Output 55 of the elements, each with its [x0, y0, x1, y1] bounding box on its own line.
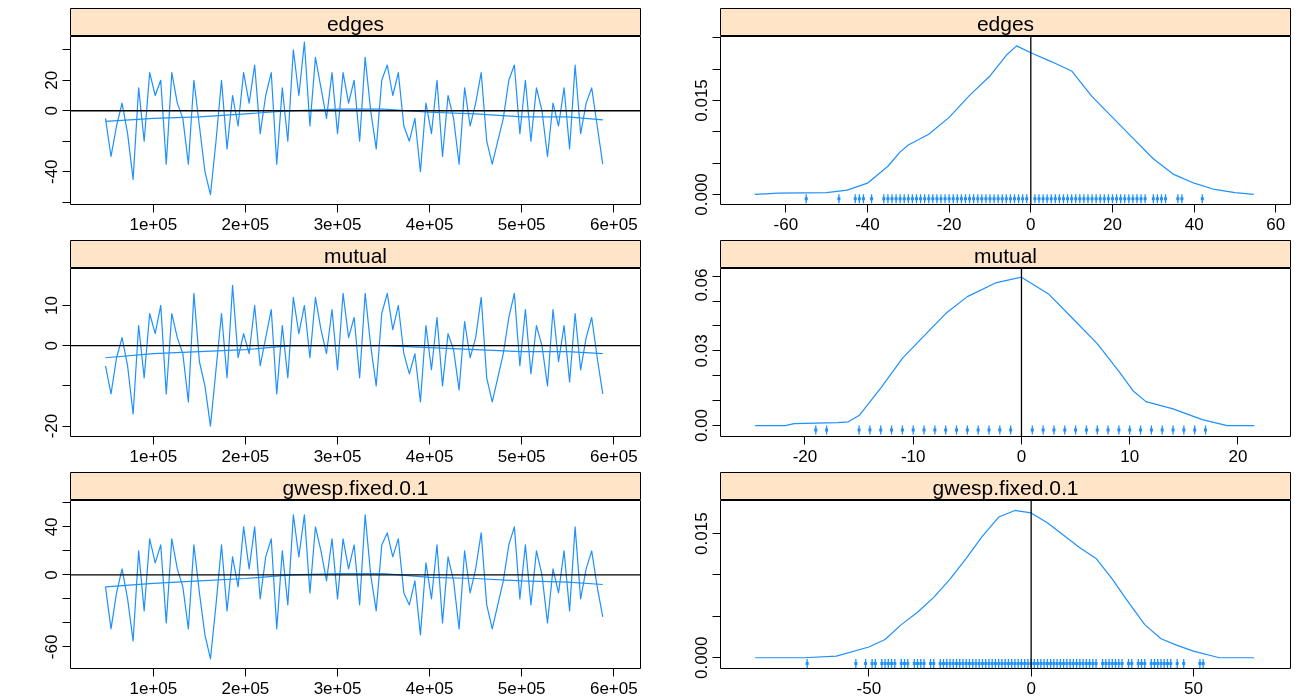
chart-title: edges: [976, 12, 1035, 36]
x-tick-label: 3e+05: [313, 214, 362, 234]
x-tick-label: -20: [936, 214, 962, 234]
x-tick-label: 4e+05: [405, 214, 454, 234]
x-tick-label: 2e+05: [221, 678, 270, 696]
x-tick-label: 2e+05: [221, 214, 270, 234]
chart-title: gwesp.fixed.0.1: [282, 476, 429, 500]
x-tick-label: 60: [1266, 214, 1286, 234]
y-tick-label: 0.03: [692, 334, 712, 368]
x-tick-label: 1e+05: [129, 214, 178, 234]
chart-title: mutual: [323, 244, 388, 268]
y-tick-label: 0: [42, 570, 62, 580]
y-tick-label: 10: [42, 296, 62, 315]
x-tick-label: 6e+05: [589, 446, 638, 466]
y-tick-label: -40: [42, 159, 62, 185]
x-tick-label: -10: [900, 446, 926, 466]
y-tick-label: -20: [42, 413, 62, 439]
x-tick-label: 0: [1016, 446, 1027, 466]
y-tick-label: 0.00: [692, 409, 712, 443]
chart-title: edges: [326, 12, 385, 36]
x-tick-label: 5e+05: [497, 446, 546, 466]
y-tick-label: 0.015: [692, 79, 712, 122]
x-tick-label: 6e+05: [589, 214, 638, 234]
x-tick-label: 5e+05: [497, 678, 546, 696]
x-tick-label: 1e+05: [129, 446, 178, 466]
chart-title: mutual: [973, 244, 1038, 268]
x-tick-label: 1e+05: [129, 678, 178, 696]
x-tick-label: 2e+05: [221, 446, 270, 466]
y-tick-label: 20: [42, 70, 62, 90]
y-tick-label: 0: [42, 106, 62, 116]
x-tick-label: 50: [1183, 678, 1203, 696]
x-tick-label: -60: [773, 214, 799, 234]
x-tick-label: 20: [1228, 446, 1248, 466]
y-tick-label: 0.000: [692, 636, 712, 680]
y-tick-label: 40: [42, 517, 62, 537]
x-tick-label: -40: [855, 214, 880, 234]
x-tick-label: -50: [856, 678, 882, 696]
x-tick-label: -20: [792, 446, 818, 466]
x-tick-label: 4e+05: [405, 446, 454, 466]
y-tick-label: 0: [42, 340, 62, 351]
y-tick-label: 0.015: [692, 512, 712, 555]
x-tick-label: 0: [1026, 678, 1036, 696]
x-tick-label: 0: [1026, 214, 1036, 234]
y-tick-label: 0.000: [692, 173, 712, 216]
x-tick-label: 40: [1184, 214, 1204, 234]
x-tick-label: 4e+05: [405, 678, 454, 696]
x-tick-label: 20: [1103, 214, 1122, 234]
x-tick-label: 6e+05: [589, 678, 638, 696]
y-tick-label: 0.06: [692, 268, 712, 302]
x-tick-label: 3e+05: [313, 678, 362, 696]
chart-title: gwesp.fixed.0.1: [932, 476, 1079, 500]
x-tick-label: 5e+05: [497, 214, 546, 234]
y-tick-label: -60: [42, 634, 62, 660]
x-tick-label: 10: [1120, 446, 1140, 466]
x-tick-label: 3e+05: [313, 446, 362, 466]
